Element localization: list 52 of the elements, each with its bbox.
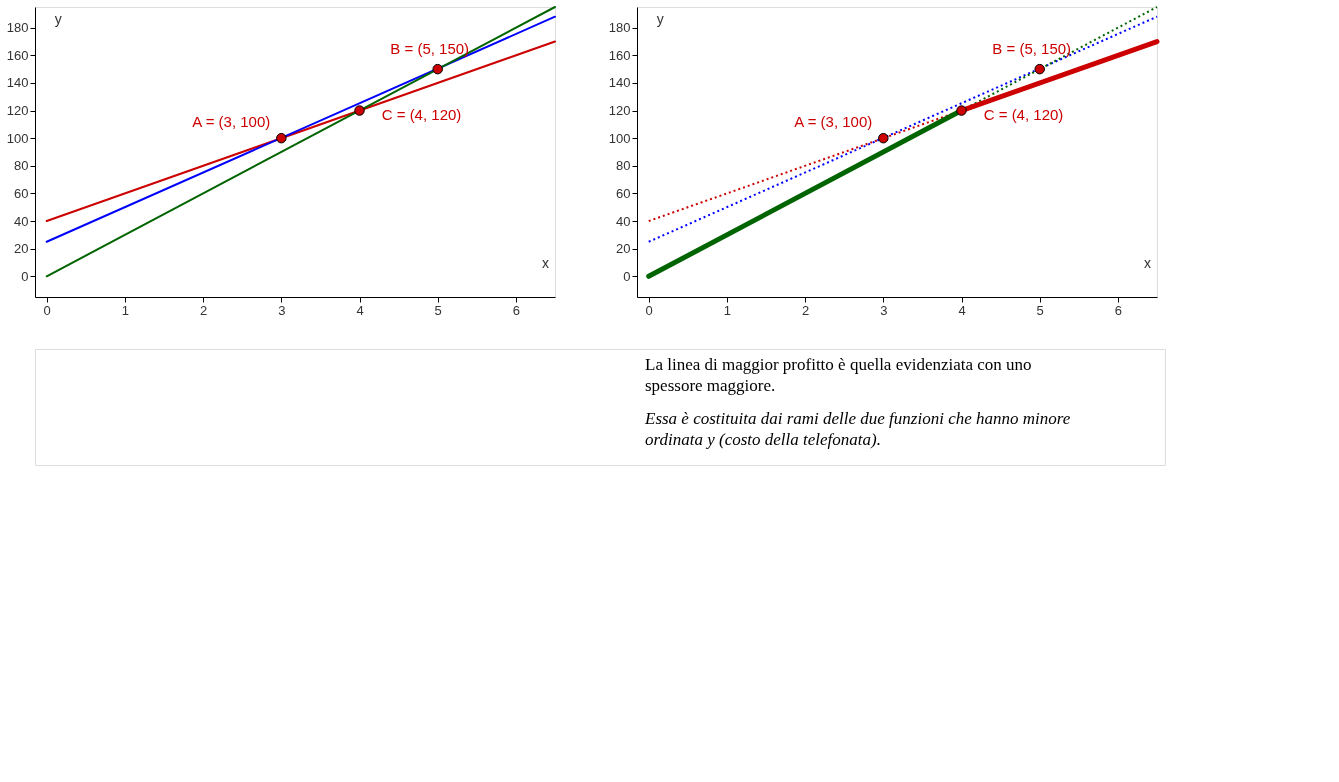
y-tick-label: 180	[6, 20, 29, 36]
annotation: B = (5, 150)	[390, 40, 470, 58]
point	[1034, 63, 1045, 75]
y-tick-label: 140	[608, 75, 631, 91]
annotation: A = (3, 100)	[192, 113, 271, 131]
annotation: A = (3, 100)	[794, 113, 873, 131]
y-tick-label: 80	[616, 158, 631, 174]
y-axis-title: y	[656, 11, 664, 27]
y-tick-label: 120	[608, 103, 631, 119]
x-axis-title: x	[1144, 255, 1151, 272]
point	[276, 132, 287, 144]
y-tick-label: 20	[616, 241, 631, 257]
y-tick-label: 0	[623, 268, 631, 284]
x-tick-label: 3	[278, 302, 286, 318]
y-tick-label: 60	[14, 185, 29, 201]
annotation: C = (4, 120)	[983, 105, 1064, 123]
x-tick-label: 6	[1114, 302, 1123, 318]
y-tick-label: 100	[608, 130, 631, 146]
text: Essa è costituita dai rami delle due funzioni che hanno minore ordinata y (costo della telefonata).	[644, 409, 1071, 449]
x-tick-label: 4	[958, 302, 966, 318]
y-tick-label: 0	[21, 268, 29, 284]
y-tick-label: 40	[14, 213, 29, 229]
y-tick-label: 120	[6, 103, 29, 119]
y-tick-label: 100	[6, 130, 29, 146]
x-tick-label: 0	[43, 302, 51, 318]
y-tick-label: 140	[6, 75, 29, 91]
x-tick-label: 0	[645, 302, 653, 318]
point	[432, 63, 443, 75]
y-axis-title: y	[54, 11, 62, 27]
point	[878, 132, 889, 144]
point	[956, 105, 967, 116]
x-tick-label: 4	[356, 302, 364, 318]
x-tick-label: 3	[880, 302, 888, 318]
x-tick-label: 5	[434, 302, 442, 318]
text: La linea di maggior profitto è quella evidenziata con uno spessore maggiore.	[645, 355, 1032, 395]
annotation: C = (4, 120)	[381, 105, 462, 123]
x-tick-label: 1	[723, 302, 732, 318]
point	[354, 105, 365, 116]
x-tick-label: 2	[802, 302, 810, 318]
annotation: B = (5, 150)	[992, 40, 1072, 58]
y-tick-label: 40	[616, 213, 631, 229]
x-axis-title: x	[542, 255, 549, 272]
x-tick-label: 6	[512, 302, 521, 318]
y-tick-label: 80	[14, 158, 29, 174]
y-tick-label: 160	[6, 47, 29, 63]
x-tick-label: 5	[1036, 302, 1044, 318]
x-tick-label: 2	[200, 302, 208, 318]
y-tick-label: 180	[608, 20, 631, 36]
y-tick-label: 60	[616, 185, 631, 201]
y-tick-label: 20	[14, 241, 29, 257]
x-tick-label: 1	[121, 302, 130, 318]
y-tick-label: 160	[608, 47, 631, 63]
